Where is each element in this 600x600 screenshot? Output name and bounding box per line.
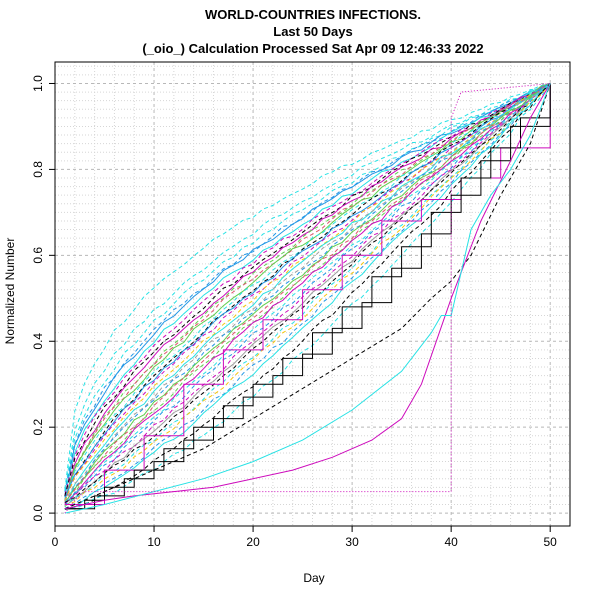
- x-tick-label: 10: [147, 535, 161, 549]
- series-lines: [64, 83, 551, 514]
- y-axis: 0.0 0.2 0.4 0.6 0.8 1.0: [31, 75, 55, 521]
- series-line: [64, 83, 551, 503]
- series-line: [64, 83, 551, 501]
- series-line: [64, 83, 551, 503]
- series-line: [64, 83, 551, 493]
- y-tick-label: 1.0: [31, 75, 45, 92]
- series-line: [64, 83, 551, 510]
- series-line: [64, 83, 551, 510]
- series-line: [64, 83, 551, 507]
- series-line: [64, 83, 551, 510]
- series-line: [64, 83, 551, 507]
- series-line: [64, 83, 551, 498]
- series-line: [64, 83, 551, 503]
- x-axis-label: Day: [303, 571, 324, 585]
- series-line: [64, 83, 551, 497]
- series-line: [64, 83, 551, 500]
- series-line: [64, 83, 551, 507]
- x-tick-label: 20: [246, 535, 260, 549]
- series-line: [64, 83, 551, 507]
- series-line: [64, 83, 551, 504]
- series-line: [64, 83, 551, 510]
- x-tick-label: 30: [345, 535, 359, 549]
- plot-frame: [54, 61, 571, 527]
- title-line-2: Last 50 Days: [273, 24, 353, 39]
- series-line: [64, 83, 551, 502]
- series-line: [64, 83, 551, 509]
- title-line-1: WORLD-COUNTRIES INFECTIONS.: [205, 7, 421, 22]
- series-line: [64, 83, 551, 504]
- series-line: [64, 83, 551, 508]
- series-line: [64, 83, 551, 504]
- y-axis-label: Normalized Number: [3, 238, 17, 345]
- series-line: [64, 83, 551, 501]
- series-line: [64, 83, 551, 495]
- chart-title: WORLD-COUNTRIES INFECTIONS. Last 50 Days…: [142, 7, 483, 56]
- series-line: [64, 83, 551, 510]
- series-line: [64, 83, 551, 505]
- y-tick-label: 0.6: [31, 247, 45, 264]
- y-tick-label: 0.4: [31, 333, 45, 350]
- title-line-3: (_oio_) Calculation Processed Sat Apr 09…: [142, 41, 483, 56]
- series-line: [64, 83, 551, 510]
- series-line: [64, 83, 551, 506]
- series-line: [64, 83, 551, 514]
- x-tick-label: 0: [52, 535, 59, 549]
- x-axis: 0 10 20 30 40 50: [52, 526, 558, 549]
- x-tick-label: 40: [444, 535, 458, 549]
- y-tick-label: 0.2: [31, 419, 45, 436]
- x-tick-label: 50: [544, 535, 558, 549]
- series-line: [64, 83, 551, 495]
- y-tick-label: 0.8: [31, 161, 45, 178]
- series-line: [64, 83, 551, 510]
- y-tick-label: 0.0: [31, 504, 45, 521]
- series-line: [64, 83, 551, 500]
- series-line: [64, 83, 551, 492]
- series-line: [64, 83, 551, 491]
- series-line: [64, 83, 551, 503]
